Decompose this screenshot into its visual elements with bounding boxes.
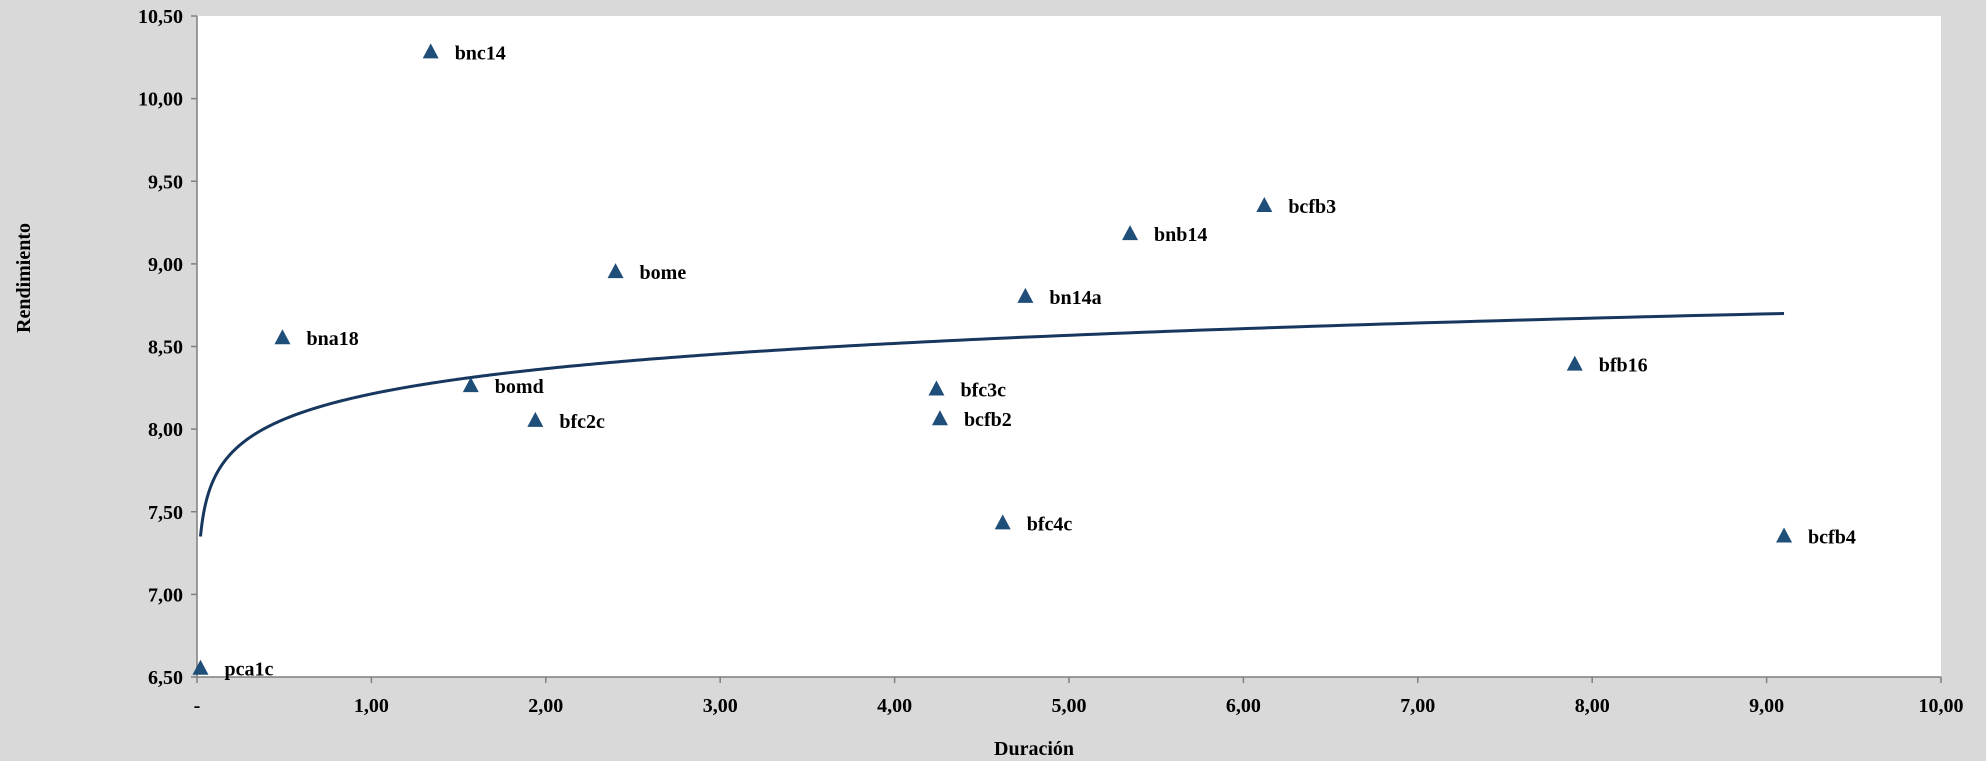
plot-area [197,16,1941,677]
x-tick-label: 9,00 [1749,695,1784,717]
data-label-bomd: bomd [495,376,544,398]
data-label-bome: bome [640,262,687,284]
data-label-pca1c: pca1c [224,659,273,681]
x-tick-label: - [194,695,201,717]
y-tick-label: 7,50 [148,502,183,524]
y-tick-label: 8,00 [148,419,183,441]
data-label-bnc14: bnc14 [455,42,506,64]
data-point-bfc3c [928,380,945,396]
data-point-bnb14 [1122,225,1139,241]
x-axis-title: Duración [994,738,1074,760]
trendline [198,311,1785,537]
axes-layer: 6,50 7,00 7,50 8,00 8,50 9,00 9,50 10,00 10,50 - 1… [138,6,1964,717]
y-axis-title: Rendimiento [13,223,35,333]
data-point-bfc4c [994,514,1011,530]
data-point-bcfb3 [1256,197,1273,213]
y-tick-label: 6,50 [148,667,183,689]
y-tick-label: 8,50 [148,337,183,359]
x-tick-label: 4,00 [877,695,912,717]
x-tick-label: 5,00 [1052,695,1087,717]
data-label-bfc4c: bfc4c [1027,513,1073,535]
x-tick-label: 10,00 [1919,695,1964,717]
x-tick-label: 3,00 [703,695,738,717]
markers-layer: pca1c bna18 bnc14 bomd bfc2c bome bfc3c bcfb2 bf… [192,42,1856,681]
data-label-bnb14: bnb14 [1154,224,1207,246]
data-label-bfb16: bfb16 [1599,355,1648,377]
data-point-bomd [462,377,479,393]
data-label-bcfb3: bcfb3 [1288,196,1336,218]
data-point-bcfb4 [1776,527,1793,543]
y-tick-label: 9,50 [148,171,183,193]
data-point-bfc2c [527,411,544,427]
x-tick-label: 6,00 [1226,695,1261,717]
y-tick-label: 10,00 [138,89,183,111]
data-label-bfc3c: bfc3c [960,379,1006,401]
x-tick-label: 1,00 [354,695,389,717]
data-label-bcfb2: bcfb2 [964,409,1012,431]
data-point-bnc14 [422,43,439,59]
data-point-bome [607,263,624,279]
trendline-layer [198,311,1785,537]
x-tick-label: 8,00 [1575,695,1610,717]
data-point-bna18 [274,329,291,345]
data-label-bna18: bna18 [306,328,358,350]
data-point-bn14a [1017,287,1034,303]
data-label-bcfb4: bcfb4 [1808,527,1856,549]
data-point-bfb16 [1566,355,1583,371]
x-tick-label: 7,00 [1400,695,1435,717]
data-label-bfc2c: bfc2c [559,411,605,433]
data-label-bn14a: bn14a [1049,287,1101,309]
y-tick-label: 7,00 [148,584,183,606]
data-point-bcfb2 [931,410,948,426]
x-tick-label: 2,00 [528,695,563,717]
y-tick-label: 10,50 [138,6,183,28]
data-point-pca1c [192,659,209,675]
y-tick-label: 9,00 [148,254,183,276]
